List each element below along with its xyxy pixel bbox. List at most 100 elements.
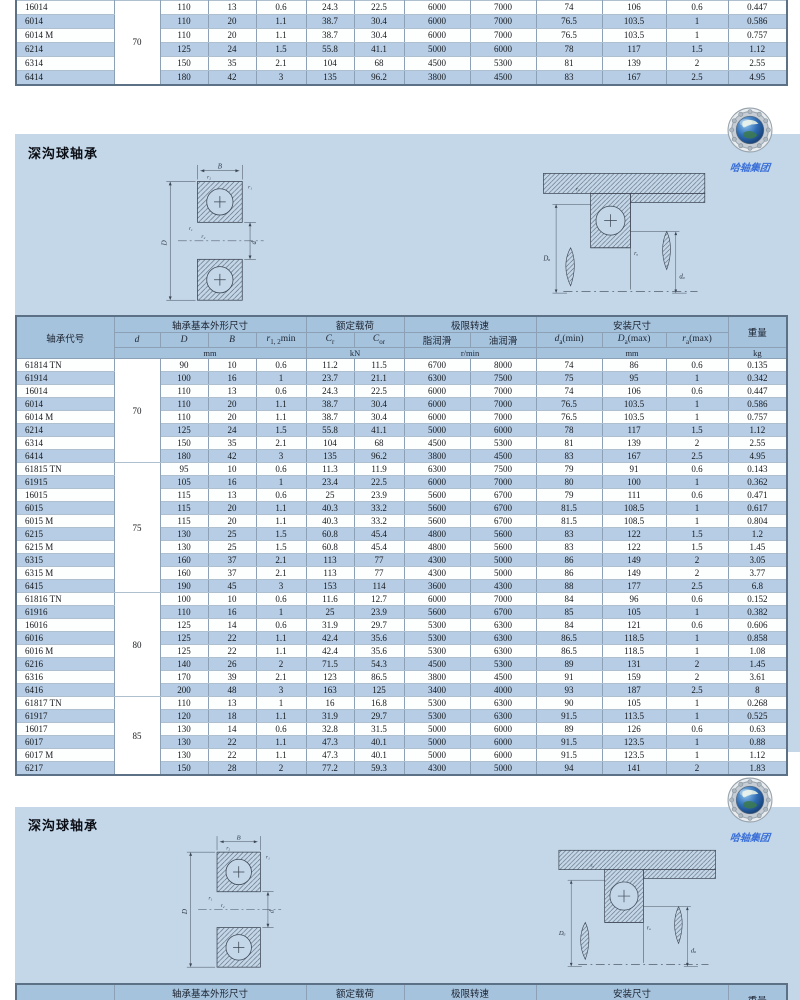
data-cell: 4300 — [403, 553, 471, 567]
data-cell: 1.45 — [727, 657, 788, 671]
data-cell: 28 — [207, 761, 257, 776]
data-cell: 150 — [159, 761, 209, 776]
data-cell: 71.5 — [305, 657, 355, 671]
data-cell: 6000 — [403, 592, 471, 606]
data-cell: 131 — [601, 657, 667, 671]
table-row: 6214 125 24 1.5 55.8 41.1 5000 6000 78 117 1.5 1.12 — [15, 42, 788, 57]
data-cell: 122 — [601, 540, 667, 554]
data-cell: 7000 — [469, 384, 537, 398]
data-cell: 13 — [207, 0, 257, 15]
col-ra-max: ra(max) — [665, 332, 729, 348]
data-cell: 0.135 — [727, 358, 788, 372]
data-cell: 6000 — [403, 397, 471, 411]
table-row: 6315 160 37 2.1 113 77 4300 5000 86 149 2 3.05 — [15, 553, 788, 567]
table-row: 61917 120 18 1.1 31.9 29.7 5300 6300 91.5 113.5 1 0… — [15, 709, 788, 723]
data-cell: 0.6 — [665, 488, 729, 502]
data-cell: 13 — [207, 384, 257, 398]
data-cell: 40.3 — [305, 514, 355, 528]
data-cell: 93 — [535, 683, 603, 697]
col-Cr: Cr — [305, 332, 355, 348]
data-cell: 10 — [207, 462, 257, 476]
data-cell: 16 — [207, 475, 257, 489]
data-cell: 42.4 — [305, 644, 355, 658]
data-cell: 1.5 — [665, 527, 729, 541]
data-cell: 6000 — [469, 423, 537, 437]
bearing-code-cell: 61815 TN — [15, 462, 115, 476]
data-cell: 1.1 — [255, 644, 307, 658]
data-cell: 4.95 — [727, 449, 788, 463]
mounting-diagram-icon: rₐ Dₐ rₐ dₐ — [542, 173, 706, 294]
unit-rpm: r/min — [403, 347, 537, 359]
data-cell: 3.61 — [727, 670, 788, 684]
data-cell: 118.5 — [601, 644, 667, 658]
data-cell: 6300 — [469, 696, 537, 710]
data-cell: 91.5 — [535, 748, 603, 762]
dim-r2-label: r₂ — [207, 175, 211, 181]
data-cell: 88 — [535, 579, 603, 593]
data-cell: 126 — [601, 722, 667, 736]
data-cell: 7500 — [469, 371, 537, 385]
data-cell: 42.4 — [305, 631, 355, 645]
data-cell: 0.143 — [727, 462, 788, 476]
data-cell: 2 — [665, 436, 729, 450]
data-cell: 140 — [159, 657, 209, 671]
data-cell: 106 — [601, 384, 667, 398]
data-cell: 3800 — [403, 449, 471, 463]
data-cell: 3.05 — [727, 553, 788, 567]
data-cell: 5300 — [469, 56, 537, 71]
data-cell: 81 — [535, 436, 603, 450]
data-cell: 11.2 — [305, 358, 355, 372]
data-cell: 7000 — [469, 28, 537, 43]
table-row: 6215 130 25 1.5 60.8 45.4 4800 5600 83 122 1.5 1.2 — [15, 527, 788, 541]
data-cell: 1 — [255, 696, 307, 710]
bearing-code-cell: 61814 TN — [15, 358, 115, 372]
col-B: B — [207, 332, 257, 348]
data-cell: 108.5 — [601, 501, 667, 515]
data-cell: 3 — [255, 579, 307, 593]
data-cell: 68 — [353, 436, 405, 450]
data-cell: 1.12 — [727, 423, 788, 437]
data-cell: 10 — [207, 592, 257, 606]
bearing-code-cell: 16014 — [15, 0, 115, 15]
data-cell: 38.7 — [305, 14, 355, 29]
bearing-code-cell: 6014 — [15, 397, 115, 411]
data-cell: 110 — [159, 410, 209, 424]
dim-r2-label: r₂ — [201, 234, 205, 240]
data-cell: 118.5 — [601, 631, 667, 645]
data-cell: 130 — [159, 735, 209, 749]
table-row: 6014 M 110 20 1.1 38.7 30.4 6000 7000 76.5 103.5 1… — [15, 28, 788, 43]
data-cell: 1.1 — [255, 14, 307, 29]
colgroup-rated-load: 额定载荷 — [305, 983, 405, 1000]
data-cell: 3600 — [403, 579, 471, 593]
data-cell: 0.362 — [727, 475, 788, 489]
data-cell: 16.8 — [353, 696, 405, 710]
data-cell: 2.1 — [255, 436, 307, 450]
data-cell: 1.5 — [255, 423, 307, 437]
bearing-code-cell: 6014 M — [15, 28, 115, 43]
data-cell: 10 — [207, 358, 257, 372]
data-cell: 45.4 — [353, 527, 405, 541]
data-cell: 5000 — [403, 722, 471, 736]
data-cell: 24 — [207, 423, 257, 437]
data-cell: 103.5 — [601, 28, 667, 43]
data-cell: 5000 — [403, 42, 471, 57]
data-cell: 153 — [305, 579, 355, 593]
data-cell: 6000 — [403, 0, 471, 15]
data-cell: 1 — [255, 605, 307, 619]
data-cell: 77 — [353, 553, 405, 567]
data-cell: 2 — [255, 657, 307, 671]
dim-r2-label: r₂ — [221, 903, 225, 909]
table-row: 6014 110 20 1.1 38.7 30.4 6000 7000 76.5 103.5 1 0.… — [15, 397, 788, 411]
data-cell: 4300 — [403, 566, 471, 580]
dim-ra-label: rₐ — [576, 187, 580, 193]
data-cell: 25 — [305, 488, 355, 502]
data-cell: 167 — [601, 449, 667, 463]
data-cell: 2.5 — [665, 70, 729, 86]
data-cell: 1 — [665, 397, 729, 411]
data-cell: 0.447 — [727, 0, 788, 15]
data-cell: 149 — [601, 553, 667, 567]
data-cell: 5300 — [403, 631, 471, 645]
data-cell: 125 — [353, 683, 405, 697]
bearing-cross-section-diagram: B r₂ r₁ r₁ r₂ D d — [146, 162, 284, 308]
data-cell: 5300 — [403, 709, 471, 723]
